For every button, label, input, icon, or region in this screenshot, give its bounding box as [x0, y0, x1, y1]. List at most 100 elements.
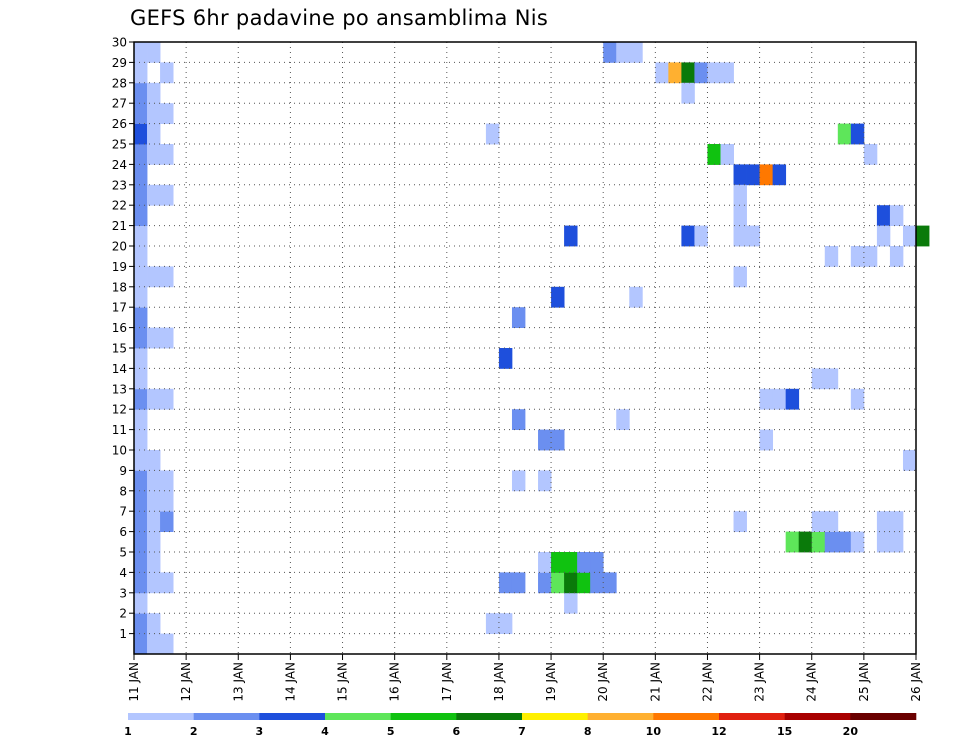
heatmap-cell: [160, 103, 174, 124]
x-tick-label: 17 JAN: [440, 662, 454, 702]
y-tick-label: 23: [112, 178, 127, 192]
x-tick-label: 14 JAN: [283, 662, 297, 702]
heatmap-cell: [147, 123, 161, 145]
heatmap-cell: [538, 429, 552, 451]
heatmap-cell: [160, 388, 174, 410]
heatmap-cell: [707, 62, 721, 84]
heatmap-cell: [551, 572, 565, 594]
heatmap-cell: [837, 531, 852, 553]
colorbar-swatch: [850, 713, 917, 720]
heatmap-cell: [160, 184, 174, 206]
heatmap-cell: [498, 613, 513, 634]
heatmap-cell: [811, 368, 826, 390]
colorbar-label: 6: [453, 725, 461, 738]
colorbar-swatch: [259, 713, 326, 720]
heatmap-cell: [160, 470, 174, 492]
heatmap-cell: [850, 531, 865, 553]
colorbar-label: 2: [190, 725, 198, 738]
heatmap-cell: [538, 552, 552, 573]
y-tick-label: 11: [112, 423, 127, 437]
heatmap-cell: [147, 327, 161, 349]
heatmap-cell: [160, 572, 174, 594]
heatmap-cell: [551, 429, 565, 451]
heatmap-cell: [733, 511, 747, 532]
y-tick-label: 20: [112, 240, 127, 254]
heatmap-cell: [863, 246, 878, 267]
heatmap-cell: [733, 184, 747, 206]
heatmap-cell: [160, 266, 174, 288]
y-tick-label: 8: [119, 484, 127, 498]
heatmap-cell: [511, 409, 526, 430]
y-tick-label: 6: [119, 525, 127, 539]
heatmap-cell: [746, 164, 760, 186]
y-tick-label: 13: [112, 382, 127, 396]
colorbar-swatch: [390, 713, 457, 720]
heatmap-cell: [147, 511, 161, 532]
heatmap-cell: [876, 511, 891, 532]
x-tick-label: 25 JAN: [857, 662, 871, 702]
heatmap-cell: [160, 144, 174, 165]
heatmap-cell: [134, 123, 148, 145]
heatmap-cell: [147, 552, 161, 573]
heatmap-cell: [876, 225, 891, 247]
heatmap-cell: [134, 246, 148, 267]
y-tick-label: 7: [119, 505, 127, 519]
heatmap-cell: [160, 62, 174, 84]
heatmap-cell: [798, 531, 813, 553]
heatmap-cell: [147, 388, 161, 410]
heatmap-cell: [147, 572, 161, 594]
colorbar-label: 8: [584, 725, 592, 738]
y-tick-label: 28: [112, 76, 127, 90]
heatmap-cell: [889, 246, 904, 267]
heatmap-cell: [134, 592, 148, 614]
colorbar-swatch: [653, 713, 720, 720]
heatmap-cell: [134, 327, 148, 349]
y-tick-label: 1: [119, 627, 127, 641]
colorbar-label: 12: [711, 725, 726, 738]
heatmap-cell: [485, 613, 500, 634]
heatmap-cell: [616, 42, 630, 63]
heatmap-cell: [629, 42, 643, 63]
heatmap-cell: [511, 307, 526, 328]
y-tick-label: 21: [112, 219, 127, 233]
heatmap-cell: [134, 82, 148, 104]
y-tick-label: 12: [112, 403, 127, 417]
x-tick-label: 19 JAN: [544, 662, 558, 702]
heatmap-cell: [134, 552, 148, 573]
x-tick-label: 21 JAN: [648, 662, 662, 702]
heatmap-cell: [551, 552, 565, 573]
heatmap-cell: [772, 388, 787, 410]
heatmap-cell: [134, 307, 148, 328]
colorbar-label: 7: [518, 725, 526, 738]
heatmap-cell: [498, 348, 513, 369]
x-tick-label: 23 JAN: [753, 662, 767, 702]
heatmap-cell: [538, 572, 552, 594]
heatmap-cell: [746, 225, 760, 247]
heatmap-cell: [134, 348, 148, 369]
heatmap-cell: [134, 184, 148, 206]
heatmap-cell: [147, 144, 161, 165]
heatmap-cell: [134, 409, 148, 430]
heatmap-cell: [876, 205, 891, 226]
heatmap-cell: [134, 225, 148, 247]
heatmap-cell: [485, 123, 500, 145]
heatmap-cell: [850, 123, 865, 145]
heatmap-cell: [720, 144, 734, 165]
heatmap-cell: [707, 144, 721, 165]
heatmap-cell: [551, 286, 565, 308]
x-tick-label: 24 JAN: [805, 662, 819, 702]
heatmap-cell: [134, 450, 148, 471]
heatmap-cell: [134, 368, 148, 390]
y-tick-label: 25: [112, 138, 127, 152]
heatmap-cell: [564, 572, 578, 594]
y-tick-label: 14: [112, 362, 127, 376]
x-tick-label: 26 JAN: [909, 662, 923, 702]
heatmap-cell: [147, 531, 161, 553]
heatmap-cell: [733, 205, 747, 226]
x-tick-label: 16 JAN: [388, 662, 402, 702]
heatmap-cell: [759, 164, 774, 186]
y-tick-label: 9: [119, 464, 127, 478]
heatmap-cell: [134, 470, 148, 492]
colorbar-label: 1: [124, 725, 132, 738]
